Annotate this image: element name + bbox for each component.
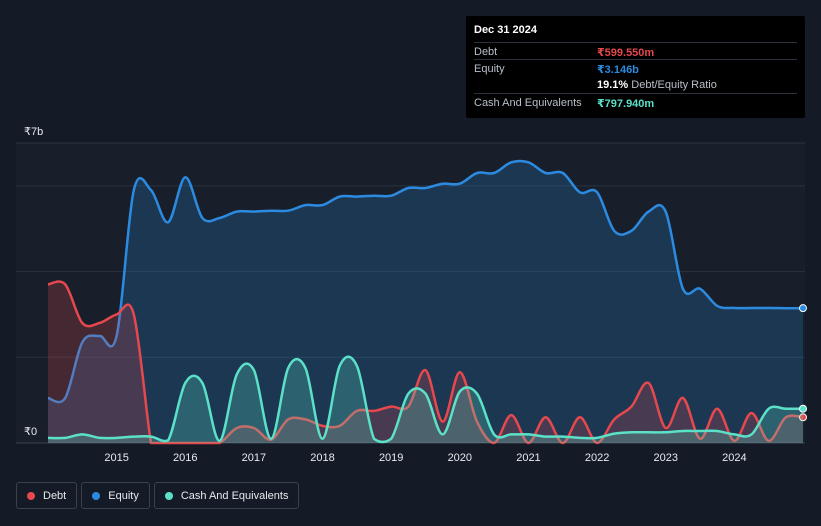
- x-tick-label: 2023: [653, 452, 677, 464]
- legend-item-cash[interactable]: Cash And Equivalents: [153, 482, 300, 509]
- legend-cash-label: Cash And Equivalents: [180, 489, 289, 502]
- x-tick-label: 2019: [379, 452, 403, 464]
- equity-dot-icon: [92, 491, 101, 500]
- equity-end-marker: [799, 304, 807, 313]
- x-tick-label: 2021: [516, 452, 540, 464]
- debt-dot-icon: [27, 491, 35, 500]
- cash-area: [48, 356, 803, 443]
- tooltip-cash-value: ₹797.940m: [597, 98, 655, 110]
- tooltip-row-ratio: 19.1% Debt/Equity Ratio: [474, 76, 797, 93]
- x-tick-label: 2024: [722, 452, 746, 464]
- tooltip-row-equity: Equity ₹3.146b: [474, 59, 797, 77]
- debt-end-marker: [799, 413, 807, 422]
- chart-tooltip: Dec 31 2024 Debt ₹599.550m Equity ₹3.146…: [466, 16, 805, 118]
- y-axis-bottom-label: ₹0: [24, 426, 37, 438]
- debt-area: [48, 281, 803, 443]
- y-axis-top-label: ₹7b: [24, 126, 43, 138]
- legend-item-debt[interactable]: Debt: [16, 482, 78, 509]
- legend-equity-label: Equity: [108, 489, 139, 502]
- cash-end-marker: [799, 404, 807, 413]
- tooltip-date: Dec 31 2024: [474, 24, 537, 36]
- cash-line: [47, 355, 803, 444]
- tooltip-row-cash: Cash And Equivalents ₹797.940m: [474, 93, 797, 111]
- debt-line: [47, 280, 804, 445]
- tooltip-equity-label: Equity: [474, 63, 505, 75]
- cash-dot-icon: [164, 491, 173, 500]
- x-tick-label: 2020: [448, 452, 472, 464]
- equity-line: [47, 159, 803, 404]
- tooltip-equity-value: ₹3.146b: [597, 64, 639, 76]
- x-tick-label: 2022: [585, 452, 609, 464]
- x-tick-label: 2017: [242, 452, 266, 464]
- x-tick-label: 2016: [173, 452, 197, 464]
- chart-legend: Debt Equity Cash And Equivalents: [16, 482, 300, 511]
- tooltip-row-debt: Debt ₹599.550m: [474, 42, 797, 60]
- tooltip-ratio-value: 19.1%: [597, 79, 629, 91]
- tooltip-debt-label: Debt: [474, 46, 498, 58]
- tooltip-ratio-label: Debt/Equity Ratio: [631, 79, 717, 91]
- x-tick-label: 2015: [104, 452, 128, 464]
- x-tick-label: 2018: [310, 452, 334, 464]
- tooltip-debt-value: ₹599.550m: [597, 47, 655, 59]
- legend-item-equity[interactable]: Equity: [81, 482, 150, 509]
- legend-debt-label: Debt: [43, 489, 67, 502]
- tooltip-cash-label: Cash And Equivalents: [474, 97, 582, 109]
